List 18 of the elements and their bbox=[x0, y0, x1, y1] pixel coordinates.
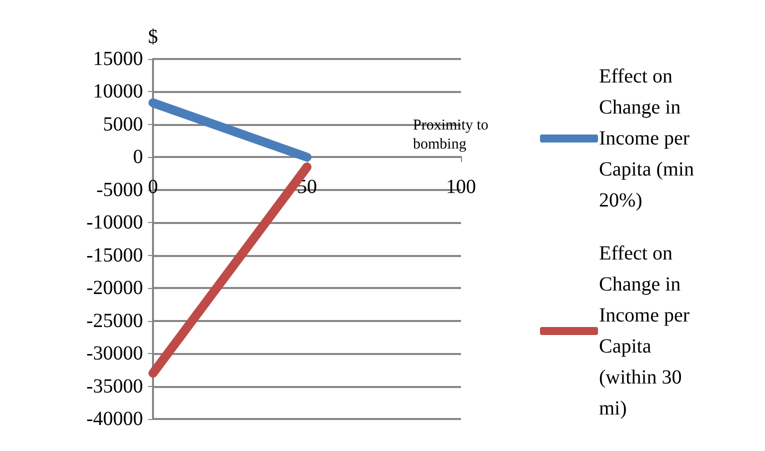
y-tick-label: -10000 bbox=[86, 212, 143, 234]
x-tick-label: 100 bbox=[446, 176, 476, 198]
legend-label: Effect on Change in Income per Capita (min 20%) bbox=[599, 66, 694, 212]
y-tick-label: -25000 bbox=[86, 310, 143, 332]
x-tick-label: 0 bbox=[148, 176, 158, 198]
y-tick-label: -15000 bbox=[86, 244, 143, 266]
y-tick-label: -30000 bbox=[86, 342, 143, 365]
y-axis-title: $ bbox=[148, 26, 158, 48]
y-tick-label: 5000 bbox=[103, 113, 143, 136]
y-tick-label: -20000 bbox=[86, 277, 143, 300]
y-tick-label: 0 bbox=[133, 146, 143, 168]
x-axis-title: Proximity to bombing bbox=[413, 118, 488, 153]
y-tick-label: 15000 bbox=[93, 48, 143, 70]
y-tick-label: 10000 bbox=[93, 80, 143, 103]
y-tick-label: -35000 bbox=[86, 375, 143, 398]
legend-label: Effect on Change in Income per Capita (within 30 mi) bbox=[599, 242, 690, 420]
y-tick-label: -40000 bbox=[86, 408, 143, 430]
y-tick-label: -5000 bbox=[96, 178, 143, 201]
